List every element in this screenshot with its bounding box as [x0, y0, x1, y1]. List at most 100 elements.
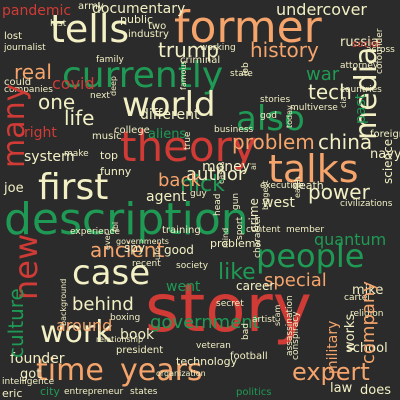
cloud-word: deep	[109, 76, 118, 96]
cloud-word: civilizations	[340, 199, 393, 209]
cloud-word: case	[72, 253, 151, 293]
cloud-word: people	[256, 237, 365, 275]
cloud-word: nick	[180, 172, 225, 197]
cloud-word: expert	[292, 358, 370, 386]
cloud-word: stories	[260, 95, 291, 105]
cloud-word: member	[286, 225, 325, 235]
cloud-word: work	[40, 315, 113, 350]
cloud-word: recent	[132, 259, 161, 269]
cloud-word: tech	[308, 80, 352, 104]
cloud-word: public	[120, 13, 154, 26]
cloud-word: cases	[217, 161, 226, 184]
cloud-word: like	[218, 260, 256, 285]
cloud-word: last	[50, 19, 67, 29]
cloud-word: lost	[4, 31, 23, 42]
cloud-word: secret	[216, 299, 244, 309]
cloud-word: training	[162, 225, 201, 236]
cloud-word: content	[246, 225, 281, 235]
cloud-word: pandemic	[2, 3, 72, 19]
cloud-word: today	[285, 105, 294, 128]
cloud-word: make	[64, 149, 89, 159]
cloud-word: got	[20, 367, 42, 382]
cloud-word: law	[330, 381, 353, 396]
cloud-word: career	[236, 279, 275, 293]
cloud-word: government	[150, 312, 260, 333]
cloud-word: foreign	[370, 129, 400, 140]
cloud-word: description	[4, 194, 249, 245]
cloud-word: war	[306, 64, 340, 85]
cloud-word: job	[241, 62, 251, 76]
cloud-word: talks	[268, 147, 359, 191]
cloud-word: russia	[340, 35, 379, 50]
cloud-word: attorney	[340, 61, 379, 71]
cloud-word: criminal	[180, 55, 221, 66]
cloud-word: theory	[120, 122, 257, 171]
cloud-word: good	[164, 243, 194, 257]
cloud-word: school	[346, 341, 388, 356]
cloud-word: executive	[260, 181, 304, 191]
cloud-word: boxing	[110, 313, 141, 323]
cloud-word: power	[308, 180, 370, 204]
cloud-word: undercover	[276, 0, 367, 19]
cloud-word: technology	[176, 355, 238, 368]
cloud-word: ever	[103, 232, 112, 250]
cloud-word: religion	[350, 309, 384, 319]
cloud-word: bad	[241, 323, 251, 340]
cloud-word: system	[24, 149, 75, 165]
cloud-word: mike	[352, 283, 384, 298]
cloud-word: business	[214, 125, 254, 135]
cloud-word: army	[78, 1, 104, 12]
cloud-word: cia	[339, 96, 348, 108]
cloud-word: multiverse	[290, 103, 338, 113]
cloud-word: cofounder	[375, 28, 385, 75]
cloud-word: navy	[370, 147, 400, 162]
cloud-word: two	[148, 21, 167, 32]
cloud-word: does	[360, 383, 391, 398]
cloud-word: problem	[232, 130, 315, 154]
cloud-word: death	[292, 179, 324, 192]
cloud-word: culture	[4, 288, 28, 358]
cloud-word: states	[130, 387, 158, 397]
cloud-word: background	[59, 278, 68, 326]
cloud-word: working	[200, 43, 236, 53]
cloud-word: life	[64, 106, 95, 130]
cloud-word: artist	[252, 315, 276, 325]
cloud-word: eric	[2, 387, 23, 400]
cloud-word: real	[14, 60, 52, 84]
cloud-word: joe	[4, 181, 24, 196]
cloud-word: relationship	[96, 335, 144, 344]
cloud-word: company	[358, 281, 379, 364]
cloud-word: true	[183, 131, 193, 150]
cloud-word: society	[176, 261, 209, 271]
cloud-word: years	[120, 353, 203, 388]
cloud-word: story	[145, 270, 312, 347]
cloud-word: countries	[340, 85, 382, 95]
cloud-word: ufo	[153, 247, 162, 260]
cloud-word: agent	[146, 189, 187, 205]
cloud-word: one	[38, 90, 76, 114]
cloud-word: famous	[179, 60, 188, 90]
cloud-word: many	[0, 83, 32, 168]
cloud-word: fbi	[111, 221, 120, 232]
cloud-word: family	[96, 55, 124, 65]
cloud-word: could	[4, 77, 32, 88]
cloud-word: experience	[70, 227, 120, 237]
cloud-word: cartel	[344, 293, 370, 303]
cloud-word: intelligence	[2, 377, 55, 387]
cloud-word: past	[353, 93, 369, 124]
cloud-word: companies	[4, 85, 53, 95]
cloud-word: documentary	[92, 1, 186, 17]
cloud-word: went	[166, 279, 201, 295]
cloud-word: god	[260, 111, 277, 121]
cloud-word: football	[230, 351, 268, 362]
cloud-word: journalist	[4, 43, 46, 53]
cloud-word: aliens	[148, 127, 187, 142]
cloud-word: book	[120, 327, 155, 343]
cloud-word: first	[38, 167, 109, 208]
cloud-word: state	[230, 69, 253, 79]
cloud-word: different	[140, 107, 200, 123]
cloud-word: spy	[124, 241, 145, 255]
cloud-word: biggest	[261, 180, 270, 210]
cloud-word: scam	[273, 304, 282, 326]
